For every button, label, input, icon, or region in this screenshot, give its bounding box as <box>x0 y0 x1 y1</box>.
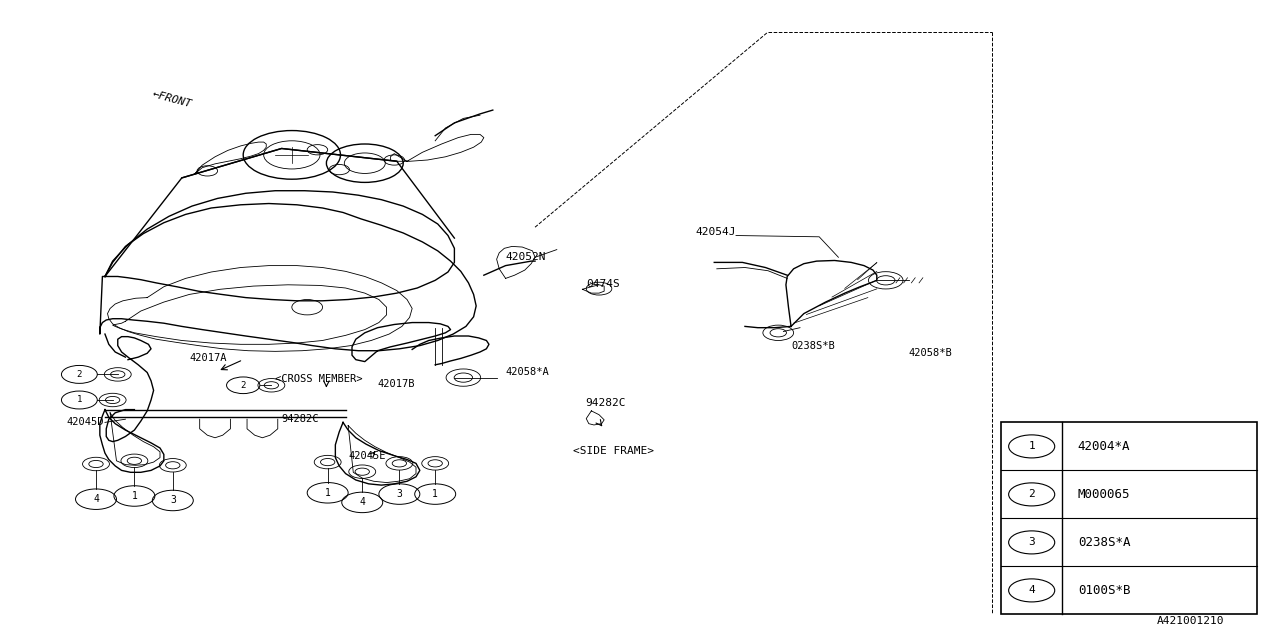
Text: 0238S*B: 0238S*B <box>791 340 835 351</box>
Text: 4: 4 <box>93 494 99 504</box>
Text: 42058*A: 42058*A <box>506 367 549 378</box>
Text: 1: 1 <box>132 491 137 501</box>
Text: 1: 1 <box>325 488 330 498</box>
Text: <CROSS MEMBER>: <CROSS MEMBER> <box>275 374 362 384</box>
Text: 3: 3 <box>397 489 402 499</box>
Text: 42017B: 42017B <box>378 379 415 389</box>
Text: 2: 2 <box>77 370 82 379</box>
Text: 94282C: 94282C <box>282 414 319 424</box>
Text: <SIDE FRAME>: <SIDE FRAME> <box>573 446 654 456</box>
Text: 42045E: 42045E <box>348 451 385 461</box>
Text: 1: 1 <box>433 489 438 499</box>
Text: 4: 4 <box>360 497 365 508</box>
Text: A421001210: A421001210 <box>1157 616 1224 626</box>
Bar <box>1001 422 1257 614</box>
Text: M000065: M000065 <box>1078 488 1130 501</box>
Text: ←FRONT: ←FRONT <box>151 89 193 109</box>
Text: 94282C: 94282C <box>585 398 626 408</box>
Text: 42052N: 42052N <box>506 252 547 262</box>
Text: 2: 2 <box>241 381 246 390</box>
Text: 42017A: 42017A <box>189 353 227 364</box>
Text: 0474S: 0474S <box>586 278 620 289</box>
Text: 3: 3 <box>1028 538 1036 547</box>
Text: 42054J: 42054J <box>695 227 736 237</box>
Text: 4: 4 <box>1028 586 1036 595</box>
Text: 1: 1 <box>77 396 82 404</box>
Text: 42004*A: 42004*A <box>1078 440 1130 453</box>
Text: 0238S*A: 0238S*A <box>1078 536 1130 549</box>
Text: 42058*B: 42058*B <box>909 348 952 358</box>
Text: 1: 1 <box>1028 442 1036 451</box>
Text: 42045D: 42045D <box>67 417 104 428</box>
Text: 0100S*B: 0100S*B <box>1078 584 1130 597</box>
Text: 2: 2 <box>1028 490 1036 499</box>
Text: 3: 3 <box>170 495 175 506</box>
